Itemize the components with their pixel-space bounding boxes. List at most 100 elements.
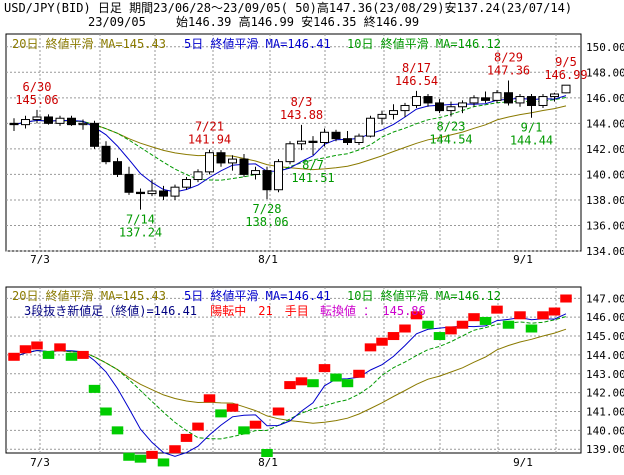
candle-body-down (527, 96, 536, 106)
kagi-status: 陽転中 21 手目 (210, 303, 308, 318)
candle-body-up (320, 131, 329, 144)
candle-body-up (412, 96, 421, 106)
brick-down (42, 350, 55, 359)
candle (285, 141, 295, 165)
upper-y-tick-label: 148.00 (586, 66, 624, 79)
brick-down (433, 332, 446, 341)
candle (170, 184, 180, 200)
candle-body-up (550, 93, 559, 98)
header-date: 23/09/05 (88, 15, 146, 29)
candle (366, 115, 375, 138)
brick-up (284, 381, 296, 390)
brick-down (422, 320, 434, 329)
candle (67, 115, 76, 126)
upper-grid (6, 34, 581, 252)
brick-up (445, 326, 457, 335)
candle-body-down (67, 117, 76, 126)
candle-body-up (377, 113, 387, 119)
candle-body-up (297, 140, 306, 145)
candle (389, 104, 398, 120)
candle-body-up (366, 117, 375, 137)
candle-body-up (354, 135, 364, 143)
brick-up (318, 364, 331, 373)
candle (504, 80, 513, 106)
candle-body-up (55, 117, 65, 124)
candle (182, 176, 191, 190)
candle (515, 93, 525, 107)
upper-y-tick-label: 140.00 (586, 168, 624, 181)
candle-body-down (124, 173, 134, 193)
brick-up (376, 337, 388, 346)
brick-down (65, 352, 78, 361)
upper-y-tick-label: 138.00 (586, 194, 624, 207)
annotation-value: 145.06 (15, 93, 58, 107)
brick-down (525, 324, 538, 333)
candle-body-up (446, 106, 456, 112)
annotation-date: 7/28 (253, 202, 282, 216)
candle-body-down (136, 191, 145, 195)
candle-body-up (400, 104, 410, 112)
candle-body-up (251, 170, 260, 175)
annotation-value: 143.88 (280, 108, 323, 122)
annotation-date: 7/21 (195, 120, 224, 134)
candle-body-down (308, 140, 318, 143)
candle (136, 188, 145, 210)
brick-down (238, 426, 250, 435)
annotation-date: 6/30 (23, 80, 52, 94)
annotation-value: 138.06 (245, 215, 288, 229)
candle (274, 159, 283, 193)
candle (550, 92, 559, 102)
brick-down (111, 426, 124, 435)
candle-body-up (458, 102, 467, 108)
header-ohlc: 始146.39 高146.99 安146.35 終146.99 (176, 15, 420, 29)
candle (55, 115, 65, 126)
lower-x-tick-label: 9/1 (513, 456, 533, 469)
annotation-date: 8/23 (437, 119, 466, 133)
candle-body-up (274, 161, 283, 191)
annotation-date: 8/3 (291, 95, 313, 109)
upper-legend-ma10: 10日 終値平滑 MA=146.12 (347, 36, 501, 51)
kagi-info: 3段抜き新値足（終値)=146.41 陽転中 21 手目 転換値 ： 145.8… (24, 303, 426, 318)
brick-up (203, 394, 216, 403)
brick-up (560, 294, 572, 303)
candle (435, 99, 444, 114)
candle-body-up (492, 92, 502, 101)
lower-y-axis: 147.00 146.00 145.00 144.00 143.00 142.00 141.… (586, 292, 624, 456)
upper-panel: 150.00 148.00 146.00 144.00 142.00 140.00 138.… (5, 33, 624, 266)
brick-up (272, 407, 285, 416)
brick-up (456, 320, 469, 329)
lower-y-tick-label: 145.00 (586, 330, 624, 343)
brick-down (502, 320, 515, 329)
annotation-date: 8/29 (494, 50, 523, 64)
upper-y-tick-label: 146.00 (586, 92, 624, 105)
lower-legend-ma20: 20日 終値平滑 MA=145.43 (12, 288, 166, 303)
brick-up (491, 305, 503, 314)
candle-body-down (159, 190, 168, 197)
candle-body-up (561, 84, 571, 94)
annotation-value: 144.44 (510, 134, 553, 148)
lower-y-tick-label: 146.00 (586, 311, 624, 324)
renko-bricks (8, 294, 572, 467)
candle-body-down (504, 92, 513, 104)
annotation-date: 7/14 (126, 213, 155, 227)
lower-ma10-line (13, 316, 567, 440)
candle (9, 118, 19, 132)
upper-y-tick-label: 144.00 (586, 117, 624, 130)
candle (147, 179, 157, 197)
candle-body-up (193, 171, 203, 181)
brick-down (157, 458, 170, 467)
lower-y-tick-label: 141.00 (586, 406, 624, 419)
candle-body-down (216, 152, 226, 164)
candle-body-up (389, 110, 398, 115)
candle-body-up (469, 97, 479, 104)
lower-x-axis: 7/3 8/1 9/1 (30, 456, 533, 469)
candle-body-down (101, 145, 111, 163)
candle (331, 129, 341, 142)
candle (262, 166, 272, 200)
candle-body-down (331, 131, 341, 140)
candle (205, 149, 214, 175)
upper-x-axis: 7/3 8/1 9/1 (30, 253, 533, 266)
candle-body-down (44, 116, 53, 124)
lower-y-tick-label: 143.00 (586, 368, 624, 381)
